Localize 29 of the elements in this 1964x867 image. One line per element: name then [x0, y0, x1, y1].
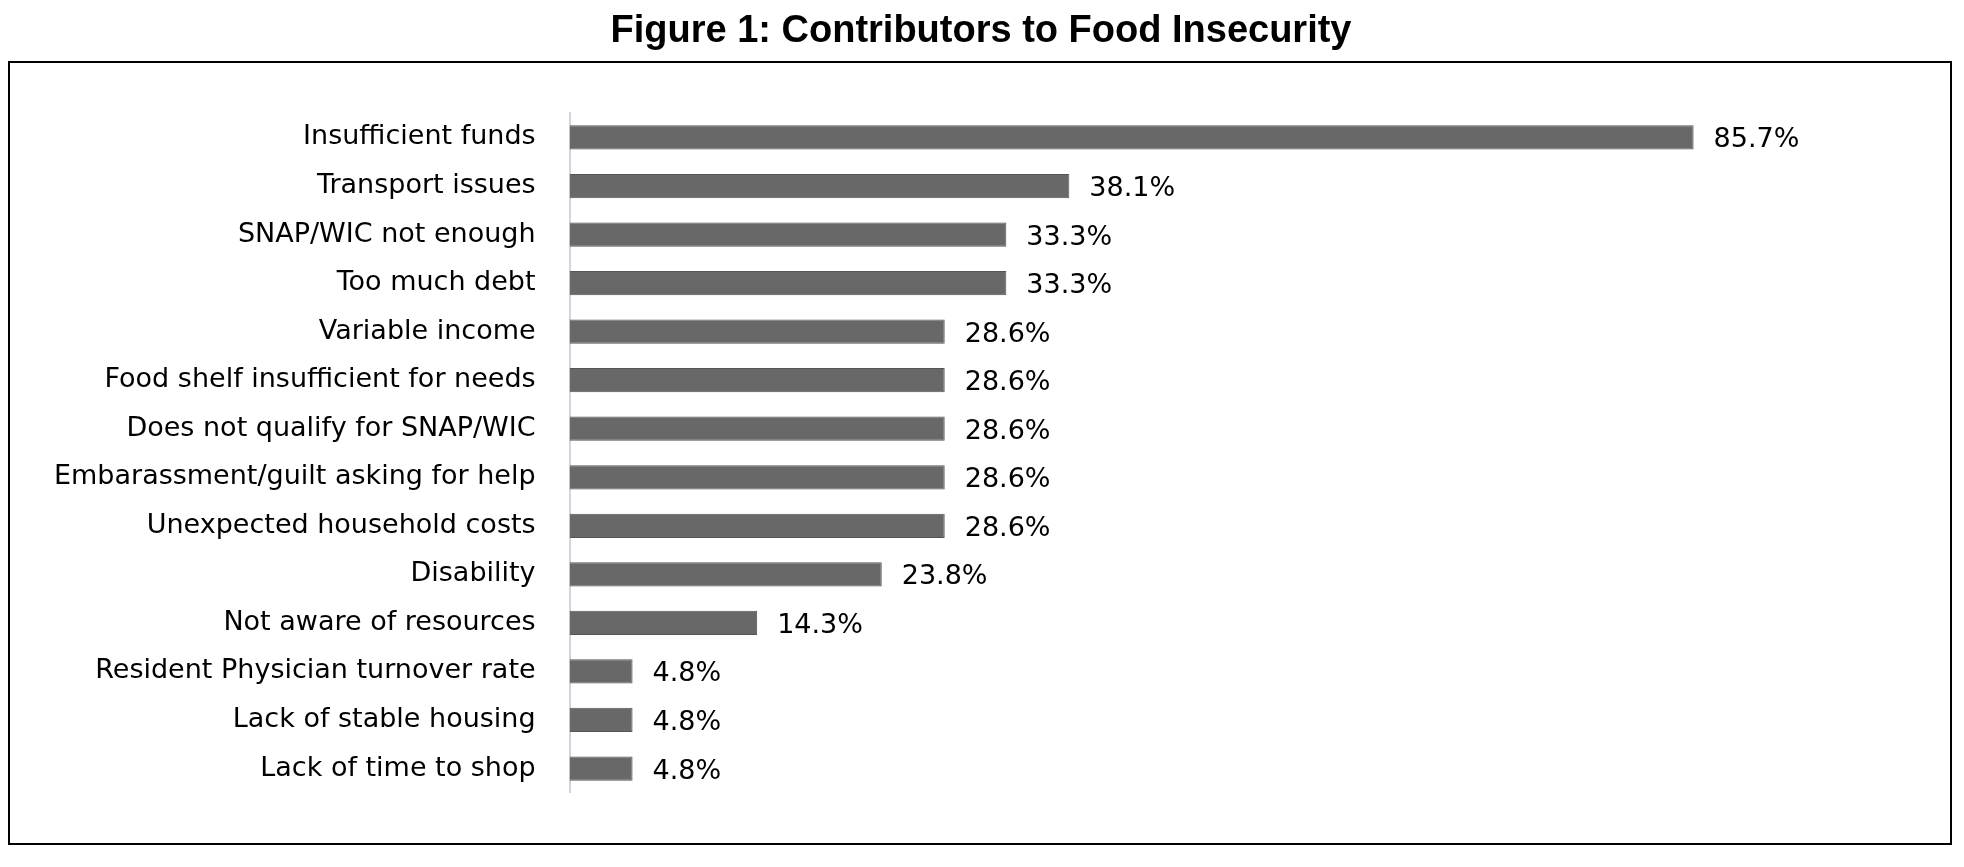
y-tick-label: Variable income — [318, 313, 536, 345]
y-tick-label: Lack of stable housing — [232, 702, 536, 733]
data-label: 28.6% — [964, 365, 1051, 397]
data-label: 28.6% — [964, 316, 1051, 348]
y-tick-label: Lack of time to shop — [260, 750, 536, 782]
data-label: 4.8% — [652, 753, 722, 785]
data-label: 28.6% — [964, 462, 1051, 494]
data-label: 28.6% — [964, 413, 1051, 445]
data-label: 33.3% — [1026, 219, 1113, 251]
data-label: 85.7% — [1713, 122, 1800, 154]
chart-title: Figure 1: Contributors to Food Insecurity — [609, 8, 1353, 51]
y-tick-label: SNAP/WIC not enough — [237, 216, 536, 248]
y-tick-label: Unexpected household costs — [146, 507, 536, 539]
y-tick-label: Food shelf insufficient for needs — [104, 362, 536, 394]
data-label: 4.8% — [652, 656, 722, 688]
data-label: 33.3% — [1026, 268, 1113, 300]
y-tick-label: Insufficient funds — [303, 119, 536, 151]
data-label: 28.6% — [964, 510, 1051, 542]
y-tick-label: Resident Physician turnover rate — [95, 653, 536, 685]
y-tick-label: Does not qualify for SNAP/WIC — [126, 410, 536, 442]
data-label: 14.3% — [777, 607, 863, 639]
y-tick-label: Embarassment/guilt asking for help — [53, 459, 536, 491]
y-tick-label: Disability — [410, 556, 536, 588]
y-tick-label: Transport issues — [315, 168, 536, 200]
y-tick-label: Too much debt — [335, 265, 536, 297]
data-label: 4.8% — [652, 705, 722, 736]
data-label: 23.8% — [901, 559, 988, 591]
y-tick-label: Not aware of resources — [223, 604, 536, 636]
data-label: 38.1% — [1089, 171, 1176, 203]
